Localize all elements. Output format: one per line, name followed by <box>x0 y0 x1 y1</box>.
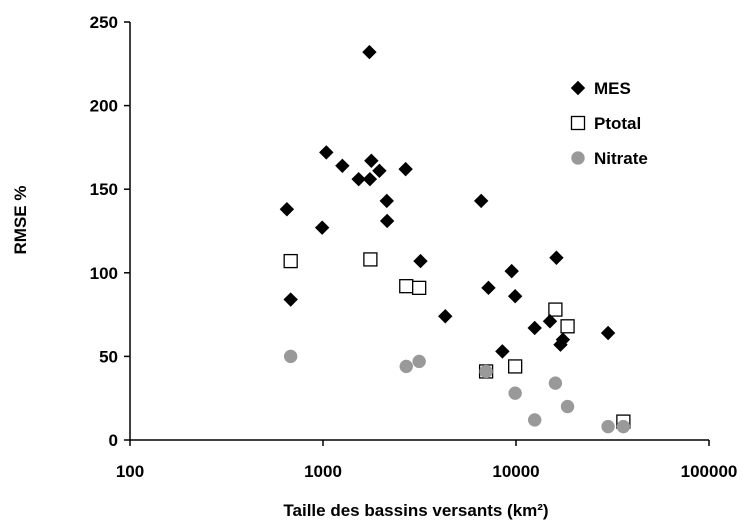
mes-point <box>438 309 453 324</box>
mes-point <box>549 250 564 265</box>
ptotal-point <box>399 279 414 294</box>
y-tick-label: 50 <box>99 347 118 366</box>
y-tick-label: 200 <box>90 97 118 116</box>
legend-marker-ptotal <box>570 115 586 131</box>
mes-point <box>398 161 413 177</box>
legend-marker-mes <box>570 80 586 96</box>
mes-point <box>542 314 558 329</box>
ptotal-point <box>283 253 298 269</box>
mes-point <box>362 171 378 187</box>
mes-point <box>413 253 428 269</box>
nitrate-point <box>616 419 631 434</box>
x-tick-label: 1000 <box>304 462 342 481</box>
mes-point <box>504 263 519 279</box>
mes-point <box>555 332 571 347</box>
y-tick-label: 150 <box>90 180 118 199</box>
mes-point <box>495 344 510 359</box>
mes-point <box>507 289 523 304</box>
nitrate-point <box>399 359 414 374</box>
nitrate-point <box>412 354 426 369</box>
nitrate-point <box>601 419 615 434</box>
mes-point <box>600 325 616 341</box>
mes-point <box>314 220 330 235</box>
legend-label-ptotal: Ptotal <box>594 114 641 133</box>
mes-point <box>364 153 379 168</box>
nitrate-point <box>560 399 575 414</box>
nitrate-point <box>479 364 493 379</box>
mes-point <box>379 193 394 209</box>
x-tick-label: 10000 <box>492 462 539 481</box>
y-tick-label: 250 <box>90 13 118 32</box>
mes-point <box>473 193 489 209</box>
nitrate-point <box>548 376 563 390</box>
nitrate-point <box>283 349 298 364</box>
x-axis-title: Taille des bassins versants (km²) <box>283 501 548 520</box>
x-tick-label: 100 <box>116 462 144 481</box>
legend-marker-nitrate <box>571 151 585 165</box>
mes-point <box>481 280 496 296</box>
nitrate-point <box>527 413 542 427</box>
ptotal-point <box>560 319 575 334</box>
y-tick-label: 100 <box>90 264 118 283</box>
legend-label-nitrate: Nitrate <box>594 149 648 168</box>
data-points <box>279 44 631 434</box>
ptotal-point <box>508 359 523 374</box>
legend: MES Ptotal Nitrate <box>570 79 648 168</box>
mes-point <box>379 213 395 229</box>
legend-label-mes: MES <box>594 79 631 98</box>
series-nitrate <box>283 349 631 434</box>
mes-point <box>362 44 377 60</box>
mes-point <box>335 158 350 173</box>
axes <box>124 21 710 446</box>
nitrate-point <box>508 386 522 400</box>
mes-point <box>283 292 298 307</box>
tick-labels: 0 50 100 150 200 250 100 1000 10000 100000 <box>90 13 738 481</box>
ptotal-point <box>363 252 378 267</box>
ptotal-point <box>548 302 563 317</box>
mes-point <box>527 320 542 336</box>
ptotal-point <box>412 280 427 295</box>
mes-point <box>372 163 387 179</box>
mes-point <box>319 145 334 160</box>
series-mes <box>279 44 616 359</box>
series-ptotal <box>283 252 631 429</box>
y-tick-label: 0 <box>109 431 118 450</box>
mes-point <box>351 171 366 187</box>
mes-point <box>279 202 295 217</box>
y-axis-title: RMSE % <box>11 186 30 255</box>
x-tick-label: 100000 <box>681 462 738 481</box>
